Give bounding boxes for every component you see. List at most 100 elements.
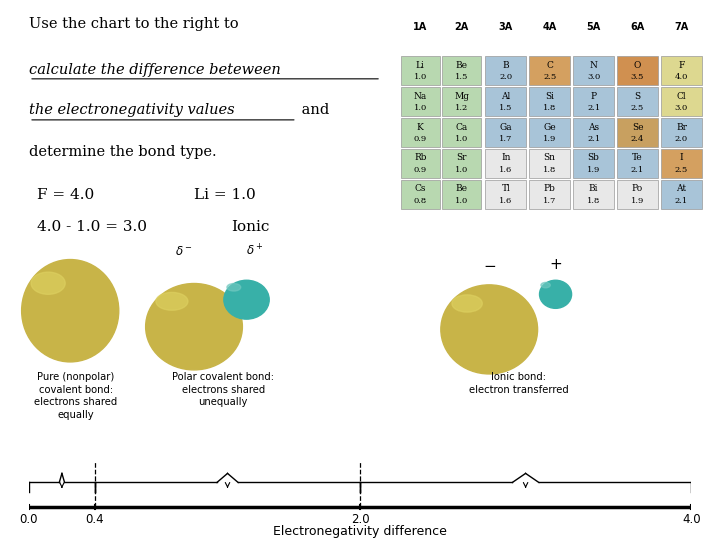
Text: Mg: Mg — [454, 91, 469, 100]
Bar — [442, 56, 481, 85]
Text: 1.5: 1.5 — [455, 73, 469, 82]
Ellipse shape — [156, 292, 188, 310]
Text: 2.4: 2.4 — [631, 136, 644, 144]
Text: Si: Si — [545, 91, 554, 100]
Bar — [661, 149, 702, 178]
Text: Br: Br — [676, 123, 687, 132]
Text: S: S — [634, 91, 641, 100]
Text: 1.8: 1.8 — [543, 166, 557, 174]
Text: Electronegativity difference: Electronegativity difference — [273, 525, 447, 538]
Text: N: N — [590, 60, 598, 70]
Text: 1.9: 1.9 — [631, 197, 644, 205]
Ellipse shape — [22, 260, 119, 362]
Text: F = 4.0: F = 4.0 — [37, 188, 94, 202]
Text: calculate the difference beteween: calculate the difference beteween — [29, 63, 281, 77]
Text: Tl: Tl — [501, 185, 510, 193]
Text: 1.7: 1.7 — [499, 136, 513, 144]
Text: 2.0: 2.0 — [499, 73, 513, 82]
Text: 1.2: 1.2 — [455, 104, 468, 112]
Text: 4.0: 4.0 — [682, 513, 701, 526]
Ellipse shape — [224, 280, 269, 319]
Text: Polar covalent bond:
electrons shared
unequally: Polar covalent bond: electrons shared un… — [172, 372, 274, 407]
Ellipse shape — [539, 280, 572, 308]
Text: Cl: Cl — [677, 91, 686, 100]
Text: and: and — [297, 103, 329, 117]
Text: 1.0: 1.0 — [455, 197, 468, 205]
Bar — [661, 118, 702, 147]
Text: 4.0: 4.0 — [675, 73, 688, 82]
Text: 2.1: 2.1 — [675, 197, 688, 205]
Bar — [529, 149, 570, 178]
Text: Pb: Pb — [544, 185, 556, 193]
Text: Li = 1.0: Li = 1.0 — [194, 188, 256, 202]
Bar — [485, 87, 526, 116]
Text: 2.1: 2.1 — [587, 104, 600, 112]
Text: Ca: Ca — [456, 123, 468, 132]
Text: Al: Al — [501, 91, 510, 100]
Text: 1.5: 1.5 — [499, 104, 513, 112]
Bar — [661, 180, 702, 208]
Bar — [573, 87, 614, 116]
Bar — [485, 56, 526, 85]
Ellipse shape — [31, 272, 66, 294]
Text: 1.0: 1.0 — [455, 136, 468, 144]
Bar — [442, 87, 481, 116]
Bar — [617, 118, 658, 147]
Bar — [401, 56, 440, 85]
Bar — [617, 56, 658, 85]
Text: O: O — [634, 60, 642, 70]
Text: P: P — [590, 91, 597, 100]
Ellipse shape — [541, 282, 550, 288]
Bar — [573, 118, 614, 147]
Text: 1.9: 1.9 — [587, 166, 600, 174]
Text: 4A: 4A — [543, 22, 557, 32]
Ellipse shape — [441, 285, 538, 374]
Text: Te: Te — [632, 153, 643, 163]
Text: Ionic bond:
electron transferred: Ionic bond: electron transferred — [469, 372, 568, 395]
Bar — [485, 149, 526, 178]
Text: 1A: 1A — [413, 22, 428, 32]
Text: 0.4: 0.4 — [86, 513, 104, 526]
Bar — [529, 56, 570, 85]
Text: 2.1: 2.1 — [631, 166, 644, 174]
Text: $-$: $-$ — [482, 257, 496, 272]
Text: 6A: 6A — [631, 22, 644, 32]
Text: 1.8: 1.8 — [543, 104, 557, 112]
Text: C: C — [546, 60, 553, 70]
Text: Se: Se — [632, 123, 643, 132]
Text: Po: Po — [632, 185, 643, 193]
Bar — [573, 149, 614, 178]
Text: B: B — [503, 60, 509, 70]
Bar — [401, 118, 440, 147]
Text: In: In — [501, 153, 510, 163]
Text: 0.9: 0.9 — [414, 166, 427, 174]
Text: 2.0: 2.0 — [675, 136, 688, 144]
Text: Rb: Rb — [414, 153, 426, 163]
Text: $\delta^+$: $\delta^+$ — [246, 244, 264, 259]
Bar — [661, 87, 702, 116]
Text: Bi: Bi — [589, 185, 598, 193]
Text: Ge: Ge — [544, 123, 556, 132]
Bar — [529, 87, 570, 116]
Text: Na: Na — [414, 91, 427, 100]
Bar — [573, 180, 614, 208]
Text: Pure (nonpolar)
covalent bond:
electrons shared
equally: Pure (nonpolar) covalent bond: electrons… — [34, 372, 117, 420]
Text: the electronegativity values: the electronegativity values — [29, 103, 235, 117]
Text: 0.0: 0.0 — [19, 513, 38, 526]
Text: 1.8: 1.8 — [587, 197, 600, 205]
Text: As: As — [588, 123, 599, 132]
Bar — [529, 180, 570, 208]
Text: 2A: 2A — [454, 22, 469, 32]
Text: $\delta^-$: $\delta^-$ — [175, 245, 193, 258]
Ellipse shape — [145, 284, 243, 370]
Text: Sb: Sb — [588, 153, 600, 163]
Text: K: K — [417, 123, 424, 132]
Bar — [442, 118, 481, 147]
Bar — [485, 118, 526, 147]
Text: 2.0: 2.0 — [351, 513, 369, 526]
Text: Sr: Sr — [456, 153, 467, 163]
Text: Ionic: Ionic — [231, 220, 269, 234]
Bar — [661, 56, 702, 85]
Text: F: F — [678, 60, 685, 70]
Bar — [617, 87, 658, 116]
